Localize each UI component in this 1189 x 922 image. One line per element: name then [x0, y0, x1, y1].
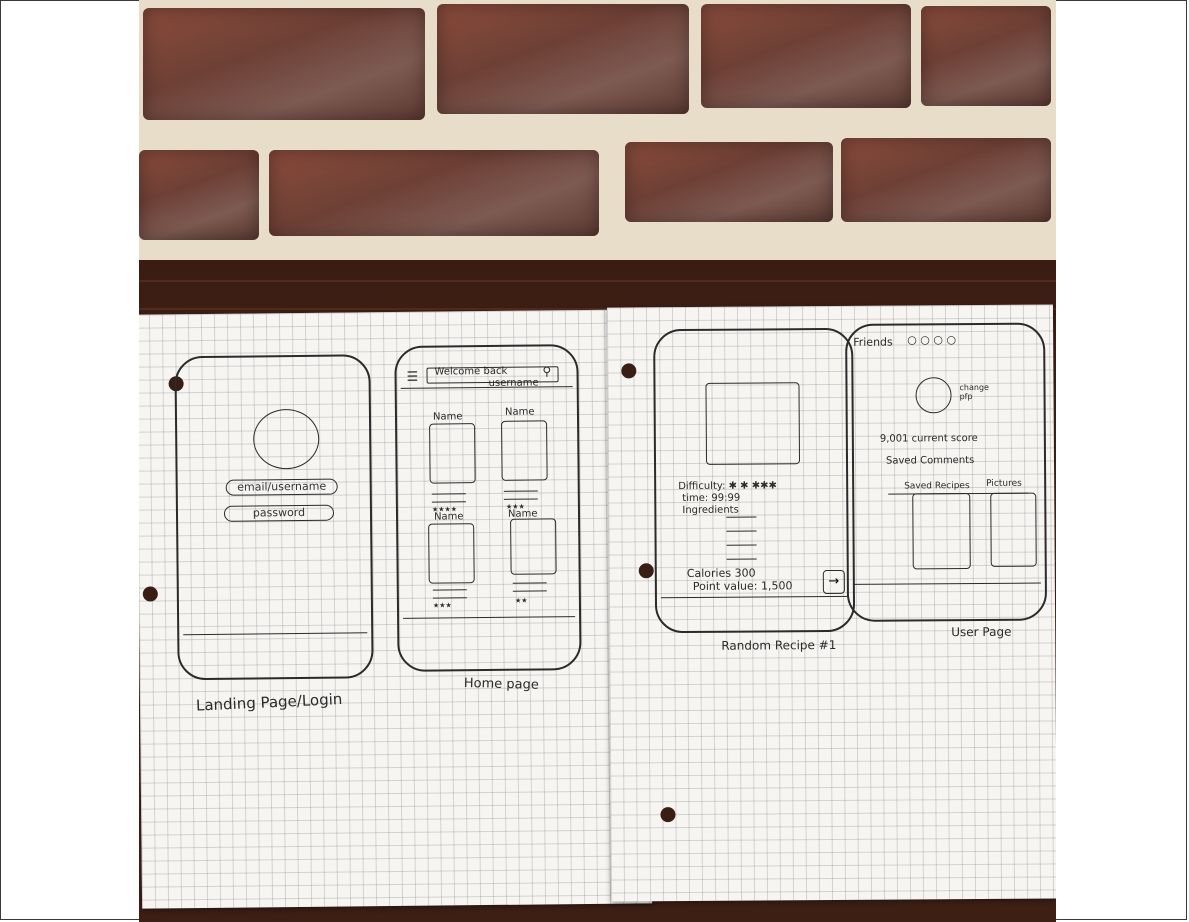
friends-text: Friends — [853, 335, 893, 349]
next-arrow-button: → — [822, 569, 845, 595]
recipe-card-image — [428, 523, 475, 584]
login-phone-sketch: email/username password — [174, 354, 374, 681]
user-phone-sketch: Friends ○ ○ ○ ○ change pfp 9,001 current… — [845, 322, 1048, 622]
home-phone-sketch: ☰ Welcome back username ⚲ Name Name ★★★★… — [394, 344, 582, 672]
brick-wall — [139, 0, 1056, 275]
welcome-text: Welcome back — [434, 365, 508, 378]
card-rating: ★★ — [514, 596, 528, 605]
recipe-image-placeholder — [705, 382, 801, 465]
email-field: email/username — [225, 478, 338, 496]
recipe-phone-sketch: Difficulty: ✱ ✱ ✱✱✱ time: 99:99 Ingredie… — [653, 327, 856, 634]
user-avatar — [915, 377, 952, 414]
profile-picture-placeholder — [252, 408, 320, 470]
picture-thumbnail — [990, 492, 1037, 567]
saved-recipes-text: Saved Recipes — [904, 481, 970, 492]
punch-hole — [660, 807, 676, 823]
right-paper-sheet: Difficulty: ✱ ✱ ✱✱✱ time: 99:99 Ingredie… — [606, 304, 1056, 902]
punch-hole — [621, 363, 637, 379]
user-caption: User Page — [951, 624, 1012, 640]
menu-icon: ☰ — [406, 369, 419, 385]
password-field: password — [223, 504, 335, 522]
recipe-caption: Random Recipe #1 — [721, 637, 837, 653]
calories-text: Calories 300 — [686, 566, 756, 581]
card-name-label: Name — [432, 411, 463, 423]
recipe-card-image — [510, 518, 557, 575]
saved-comments-text: Saved Comments — [885, 455, 975, 467]
ingredients-text: Ingredients — [682, 504, 739, 517]
card-rating: ★★★ — [432, 601, 452, 610]
login-caption: Landing Page/Login — [195, 690, 343, 715]
point-value-text: Point value: 1,500 — [692, 579, 793, 593]
punch-hole — [638, 563, 654, 579]
photo: email/username password Landing Page/Log… — [139, 0, 1056, 922]
recipe-card-image — [501, 420, 548, 481]
username-text: username — [488, 377, 539, 389]
change-pfp-text: change pfp — [959, 382, 989, 402]
card-name-label: Name — [433, 511, 464, 523]
difficulty-text: Difficulty: ✱ ✱ ✱✱✱ — [678, 480, 777, 493]
saved-recipe-thumbnail — [912, 493, 971, 570]
score-text: 9,001 current score — [879, 432, 978, 445]
card-name-label: Name — [504, 406, 535, 418]
pictures-text: Pictures — [986, 478, 1022, 489]
friend-avatars: ○ ○ ○ ○ — [907, 333, 957, 347]
search-icon: ⚲ — [542, 364, 552, 379]
recipe-card-image — [429, 423, 476, 484]
home-caption: Home page — [463, 675, 539, 693]
time-text: time: 99:99 — [682, 492, 741, 505]
punch-hole — [142, 586, 158, 602]
left-paper-sheet: email/username password Landing Page/Log… — [139, 309, 653, 909]
